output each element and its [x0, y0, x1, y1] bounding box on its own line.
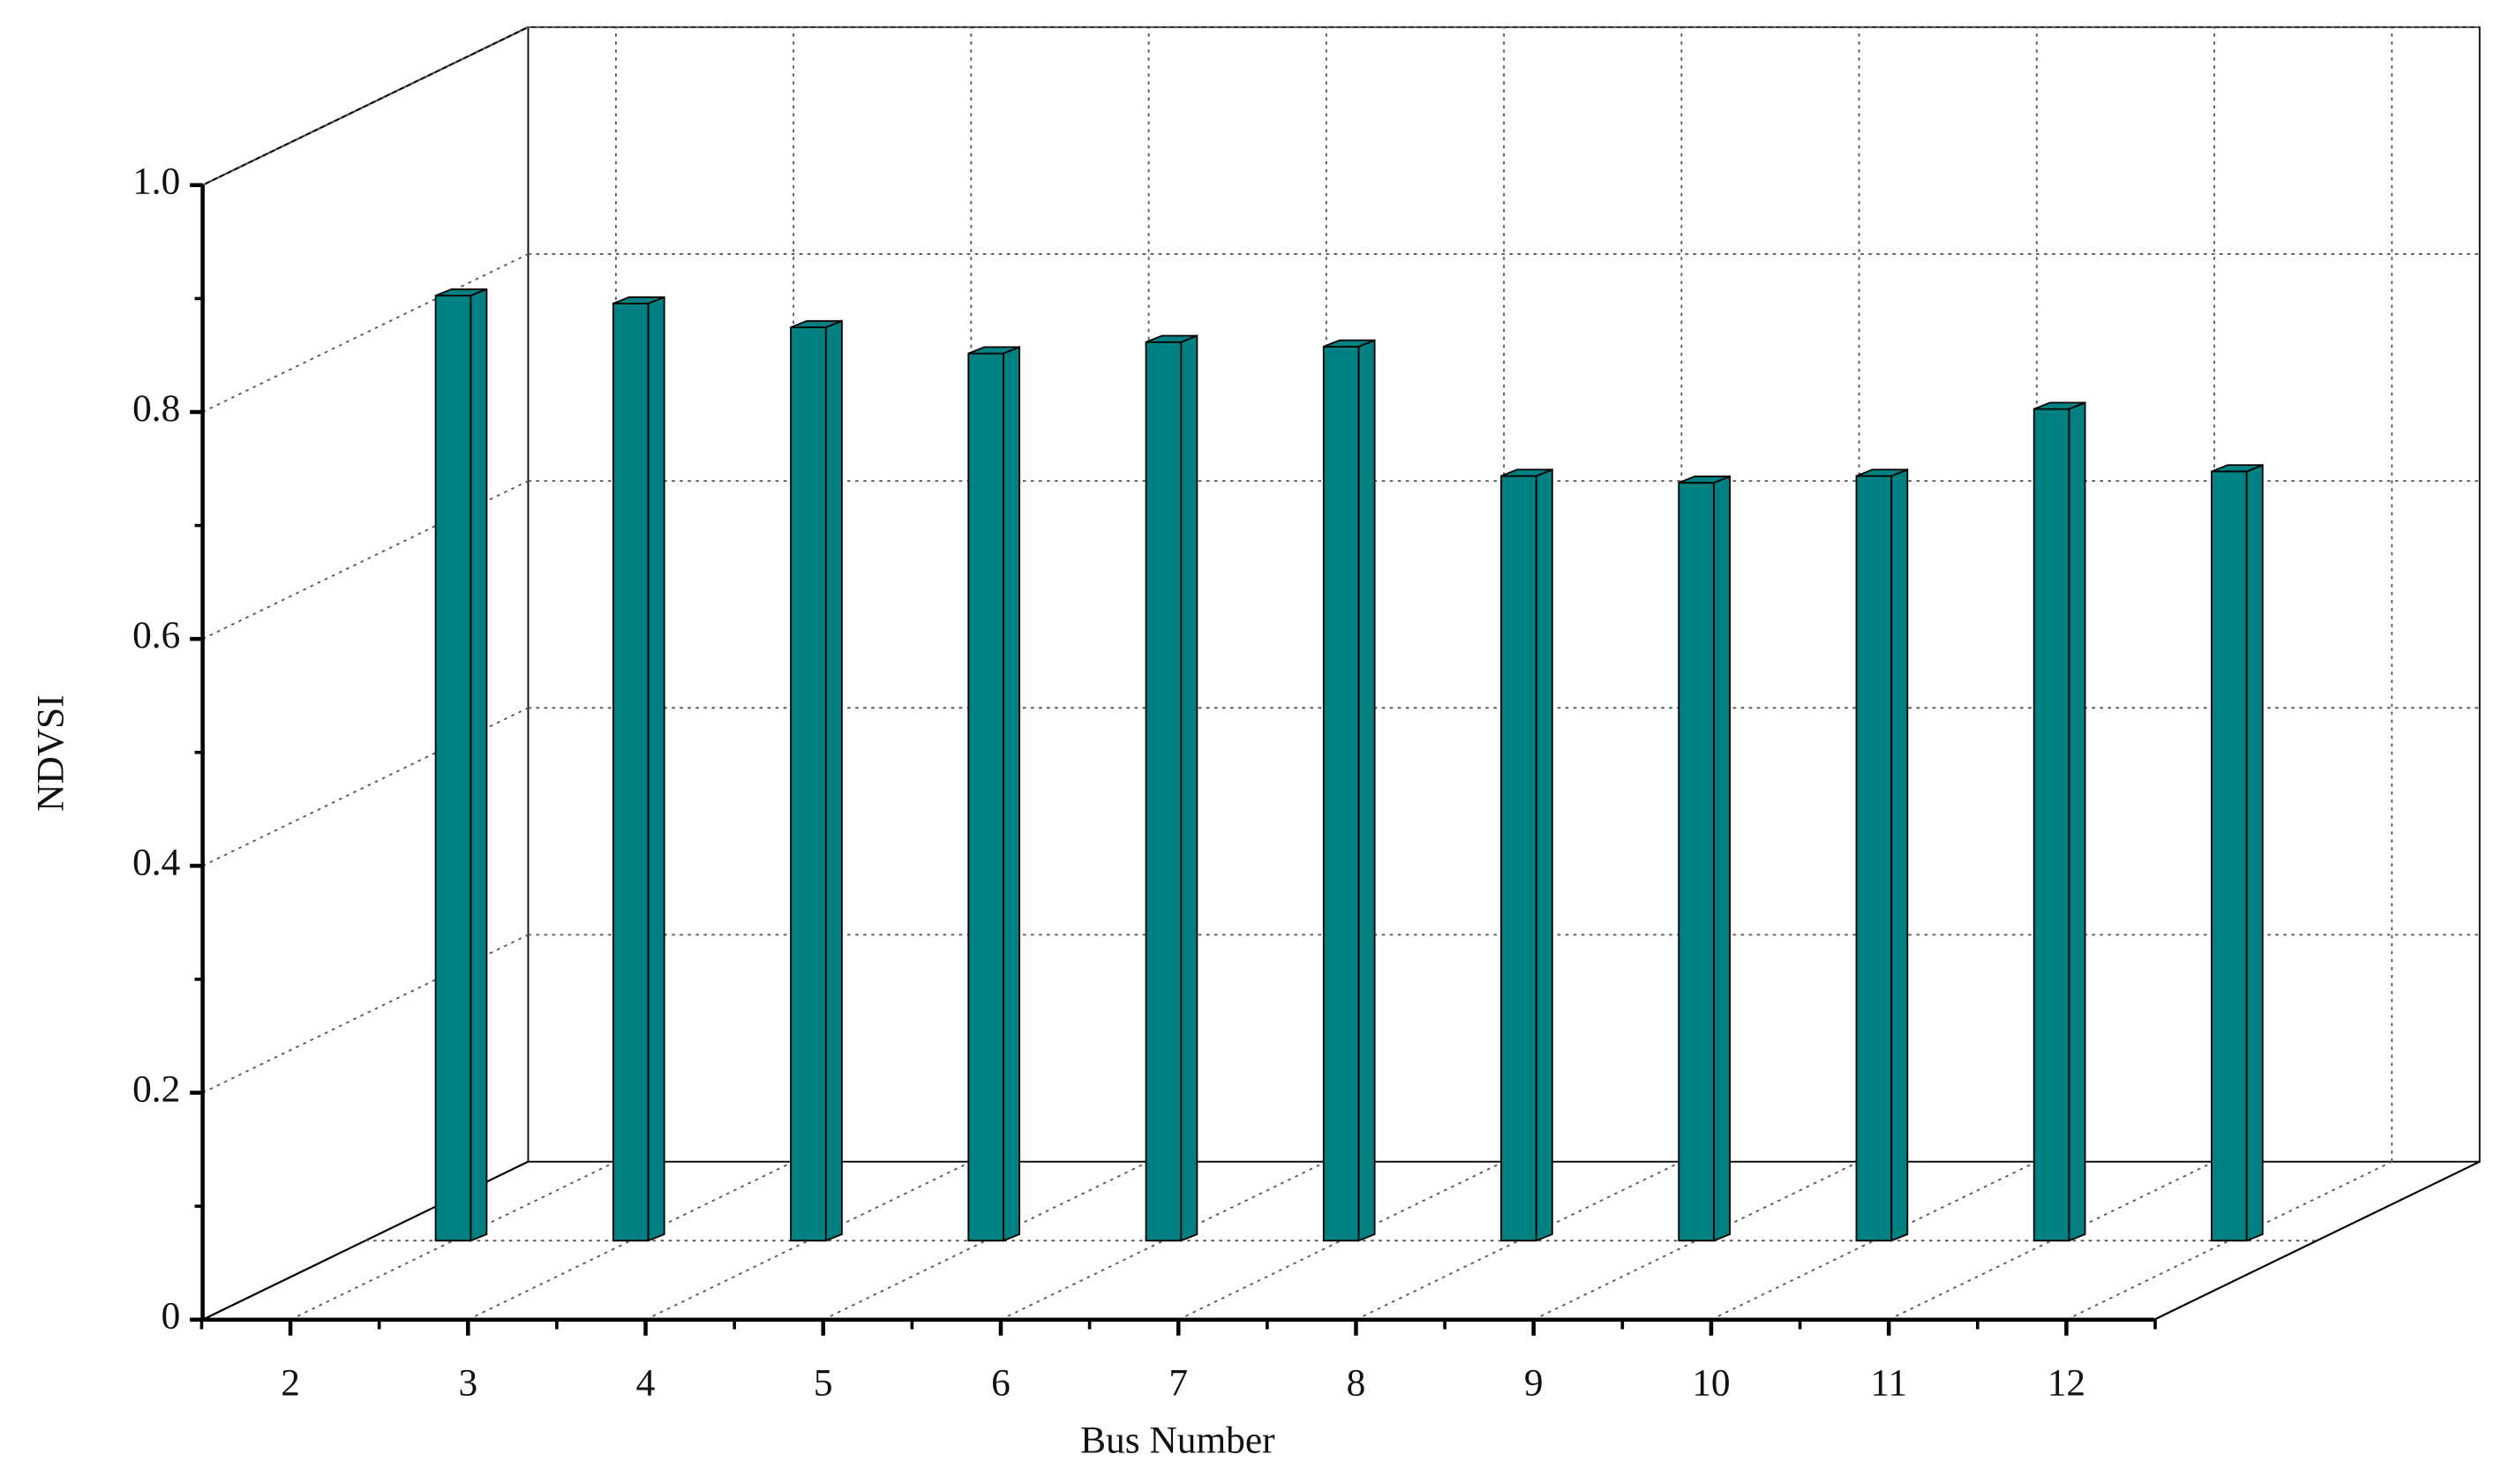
x-tick-label: 3	[458, 1362, 477, 1405]
bar-cap	[2211, 464, 2264, 473]
y-tick-label: 0.4	[132, 841, 181, 883]
bar-cap	[1500, 468, 1553, 477]
bar-front	[1322, 345, 1360, 1242]
wall-edge	[202, 26, 529, 186]
x-tick-label: 9	[1524, 1362, 1544, 1405]
x-tick-label: 8	[1347, 1362, 1366, 1405]
x-tick-label: 5	[814, 1362, 833, 1405]
bar-side	[2245, 463, 2264, 1242]
bar	[2032, 401, 2086, 1242]
bar-front	[434, 295, 472, 1242]
bar-cap	[967, 346, 1020, 355]
floor-edge	[2153, 1160, 2481, 1321]
bar-side	[1357, 339, 1376, 1242]
bar-side	[470, 288, 488, 1242]
y-tick-label: 0.2	[132, 1068, 180, 1110]
y-axis-label: NDVSI	[29, 694, 71, 812]
bar-cap	[2033, 401, 2085, 410]
bar-side	[1535, 468, 1553, 1242]
bar-front	[1678, 482, 1715, 1242]
bar-cap	[435, 288, 487, 296]
bar	[434, 288, 488, 1242]
x-axis-label: Bus Number	[1080, 1420, 1275, 1462]
bar-front	[967, 352, 1004, 1242]
x-tick-label: 11	[1870, 1362, 1907, 1405]
bar-front	[612, 303, 650, 1242]
bar-side	[1003, 346, 1021, 1242]
bar	[2211, 463, 2264, 1242]
y-tick-label: 1.0	[132, 161, 180, 203]
bar	[1145, 334, 1198, 1242]
bar	[790, 319, 843, 1242]
bar	[1678, 475, 1731, 1242]
bar-side	[647, 296, 665, 1242]
bar-front	[1500, 475, 1537, 1242]
bar	[1855, 468, 1909, 1242]
bar-front	[1855, 475, 1893, 1242]
x-tick-label: 7	[1168, 1362, 1188, 1405]
bar-side	[1713, 475, 1731, 1242]
bar-side	[824, 319, 843, 1242]
x-tick-label: 4	[636, 1362, 656, 1405]
x-tick-label: 10	[1692, 1362, 1730, 1405]
bar-cap	[1146, 334, 1198, 343]
y-tick-label: 0	[162, 1295, 181, 1338]
bar-front	[2032, 408, 2070, 1242]
x-tick-label: 6	[991, 1362, 1011, 1405]
bar-cap	[790, 319, 843, 328]
bar-side	[2068, 401, 2086, 1242]
bar-cap	[1323, 339, 1375, 348]
bar-cap	[612, 296, 665, 304]
bar	[967, 346, 1021, 1242]
y-tick-label: 0.6	[132, 614, 180, 656]
bar-side	[1180, 334, 1198, 1242]
bar	[612, 296, 665, 1242]
bar-front	[790, 326, 827, 1242]
y-tick-label: 0.8	[132, 387, 180, 430]
x-tick-label: 2	[281, 1362, 300, 1405]
bar	[1500, 468, 1553, 1242]
bar-cap	[1856, 468, 1908, 477]
bar-front	[2211, 470, 2248, 1242]
bar-front	[1145, 341, 1183, 1242]
bar	[1322, 339, 1376, 1242]
x-tick-label: 12	[2047, 1362, 2085, 1405]
bar-side	[1890, 468, 1909, 1242]
bar-cap	[1678, 476, 1731, 484]
